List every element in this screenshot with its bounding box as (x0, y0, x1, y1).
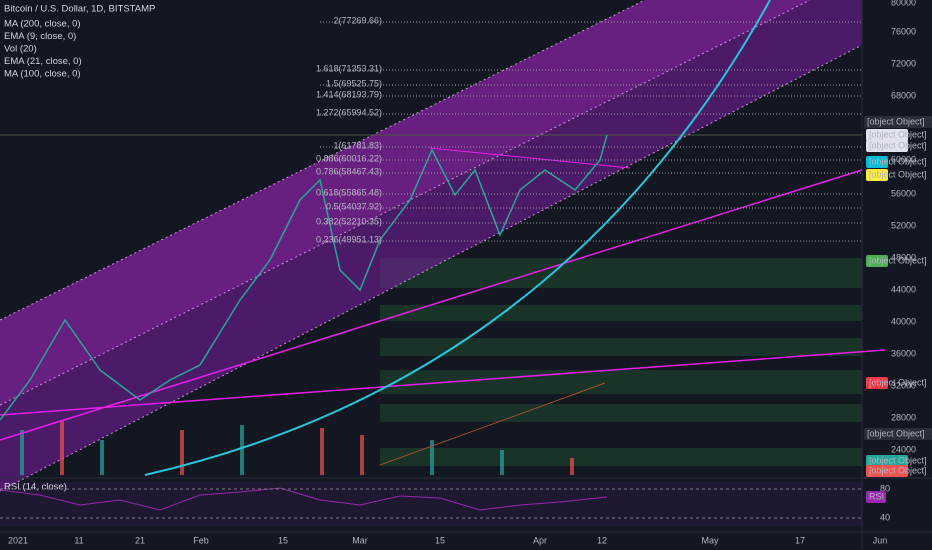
rsi-tick: 40 (880, 512, 890, 522)
price-tag-bg (866, 465, 908, 477)
fib-label: 1.5(69525.75) (326, 78, 382, 88)
price-tag-bg (864, 116, 932, 128)
time-tick: 17 (795, 535, 805, 545)
price-tick: 32000 (891, 380, 916, 390)
price-tag: [object Object] (869, 465, 927, 475)
fib-label: 0.236(49951.13) (316, 234, 382, 244)
price-tick: 40000 (891, 316, 916, 326)
indicator-label: EMA (9, close, 0) (4, 31, 76, 42)
fib-label: 0.618(55865.48) (316, 187, 382, 197)
price-tag-bg (866, 455, 908, 467)
price-tag: [object Object] (869, 129, 927, 139)
indicator-lines (0, 0, 886, 476)
price-tick: 36000 (891, 348, 916, 358)
price-tag: [object Object] (867, 116, 925, 126)
price-tag-bg (866, 129, 908, 141)
indicator-label: MA (200, close, 0) (4, 19, 81, 30)
fib-label: 1.272(65994.52) (316, 107, 382, 117)
time-tick: Apr (533, 535, 547, 545)
symbol-title: Bitcoin / U.S. Dollar, 1D, BITSTAMP (4, 4, 155, 15)
time-tick: 12 (597, 535, 607, 545)
price-tag-bg (866, 169, 888, 181)
price-tag: [object Object] (869, 255, 927, 265)
price-tag-bg (864, 428, 932, 440)
price-tick: 68000 (891, 90, 916, 100)
volume-bars (20, 420, 574, 475)
indicator-label: Vol (20) (4, 44, 37, 55)
rsi-tag-bg (866, 491, 886, 503)
price-tick: 28000 (891, 412, 916, 422)
price-tick: 48000 (891, 252, 916, 262)
fib-label: 1.618(71353.31) (316, 63, 382, 73)
price-tag: [object Object] (869, 156, 927, 166)
price-tag-bg (866, 377, 888, 389)
fib-label: 1.414(68193.79) (316, 89, 382, 99)
price-tick: 80000 (891, 0, 916, 7)
rsi-band (0, 482, 862, 526)
time-tick: Feb (193, 535, 209, 545)
price-tick: 24000 (891, 444, 916, 454)
fib-label: 0.786(58467.43) (316, 166, 382, 176)
time-tick: 15 (278, 535, 288, 545)
green-zones (380, 258, 862, 466)
price-tag: [object Object] (869, 377, 927, 387)
time-tick: 2021 (8, 535, 28, 545)
time-tick: Mar (352, 535, 368, 545)
rsi-line (0, 487, 608, 511)
price-tag: [object Object] (869, 140, 927, 150)
price-tag: [object Object] (869, 169, 927, 179)
price-tick: 76000 (891, 26, 916, 36)
price-tag-bg (866, 156, 888, 168)
price-tick: 52000 (891, 220, 916, 230)
time-tick: 21 (135, 535, 145, 545)
price-tick: 56000 (891, 188, 916, 198)
price-tick: 60000 (891, 154, 916, 164)
price-tag: [object Object] (867, 428, 925, 438)
rsi-tick: 80 (880, 483, 890, 493)
indicator-label: EMA (21, close, 0) (4, 56, 82, 67)
fib-label: 0.5(54037.92) (326, 201, 382, 211)
indicator-label: MA (100, close, 0) (4, 69, 81, 80)
time-tick: Jun (873, 535, 888, 545)
price-tick: 72000 (891, 58, 916, 68)
regression-channel (0, 0, 863, 492)
time-tick: 15 (435, 535, 445, 545)
price-tick: 44000 (891, 284, 916, 294)
time-tick: May (701, 535, 719, 545)
fib-label: 0.382(52210.35) (316, 216, 382, 226)
rsi-title: RSI (14, close) (4, 482, 67, 493)
price-path (0, 134, 608, 421)
rsi-tag: RSI (869, 491, 884, 501)
time-tick: 11 (74, 535, 83, 545)
price-tag-bg (866, 255, 888, 267)
fib-label: 1(61781.83) (333, 140, 382, 150)
price-tag-bg (866, 140, 908, 152)
fib-label: 0.886(60016.22) (316, 153, 382, 163)
fib-label: 2(77269.66) (333, 15, 382, 25)
price-tag: [object Object] (869, 455, 927, 465)
